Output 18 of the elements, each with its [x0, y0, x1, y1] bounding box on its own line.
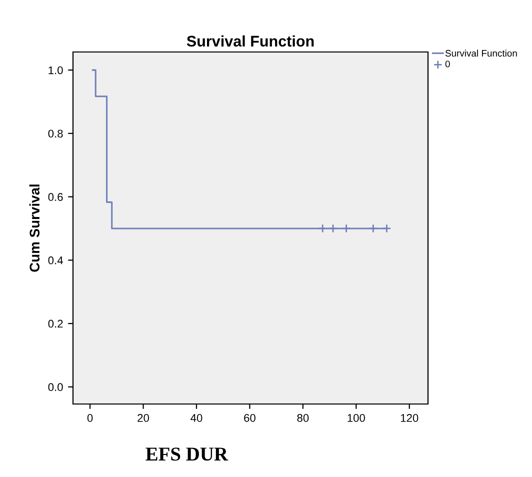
x-tick-label: 120: [400, 414, 418, 422]
x-tick-label: 60: [244, 414, 256, 422]
y-tick-label: 0.6: [48, 193, 63, 201]
y-tick-label: 0.4: [48, 256, 63, 264]
legend-label: Survival Function: [445, 50, 517, 57]
x-tick-label: 20: [138, 414, 149, 422]
x-tick-label: 0: [87, 414, 93, 422]
chart-title: Survival Function: [186, 35, 314, 47]
x-tick-label: 100: [348, 414, 365, 422]
x-tick-label: 40: [190, 414, 202, 422]
y-tick-label: 0.0: [48, 383, 63, 392]
legend-label: 0: [445, 60, 450, 68]
y-tick-label: 0.2: [48, 320, 63, 328]
x-axis-title: EFS DUR: [146, 448, 228, 461]
y-axis-title: Cum Survival: [29, 184, 40, 272]
x-tick-label: 80: [297, 414, 309, 422]
y-tick-label: 1.0: [48, 66, 63, 74]
y-tick-label: 0.8: [48, 130, 63, 138]
